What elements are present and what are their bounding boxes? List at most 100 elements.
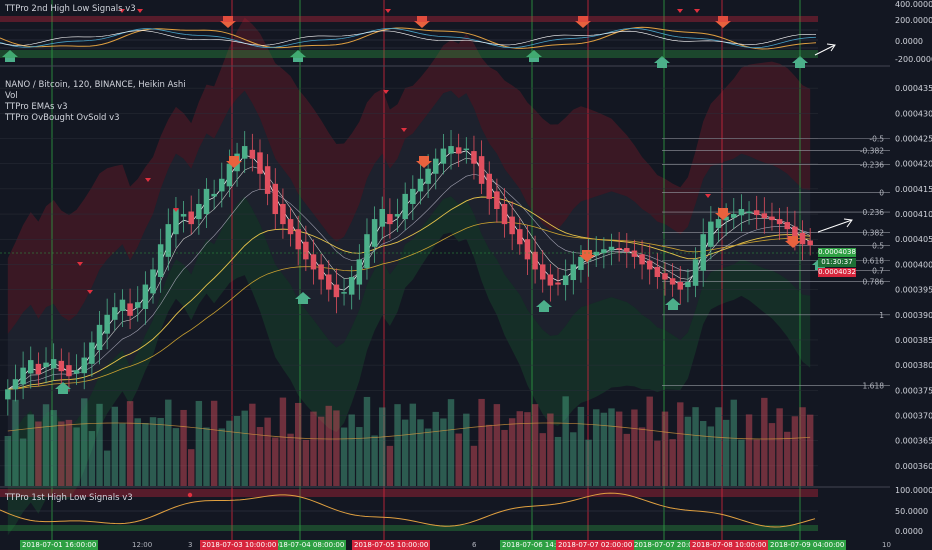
candle-body <box>440 148 447 164</box>
volume-bar <box>654 440 661 486</box>
candle-body <box>264 166 271 194</box>
candle-body <box>180 214 187 217</box>
candle-body <box>578 256 584 270</box>
time-tag-green: 2018-07-06 14:00:00 <box>500 540 579 550</box>
bottom-oscillator-line <box>0 492 816 528</box>
volume-bar <box>317 416 325 486</box>
volume-bar <box>784 431 791 486</box>
study-emas[interactable]: TTPro EMAs v3 <box>5 102 68 112</box>
candle-body <box>624 248 630 252</box>
volume-bar <box>386 445 394 486</box>
volume-bar <box>692 407 699 486</box>
overbought-band <box>7 17 811 334</box>
top-axis-label: 0.0000 <box>895 37 923 46</box>
volume-bar <box>432 411 439 486</box>
volume-bar <box>707 426 715 486</box>
volume-bar <box>96 403 103 486</box>
small-down-marker-icon <box>173 208 179 212</box>
candle-body <box>761 213 768 219</box>
candle-body <box>371 219 378 247</box>
volume-bar <box>417 419 424 486</box>
volume-bar <box>791 416 799 486</box>
candle-body <box>89 342 95 364</box>
ema-line <box>7 221 811 390</box>
candle-body <box>257 152 263 174</box>
study-ovbought[interactable]: TTPro OvBought OvSold v3 <box>5 113 120 123</box>
top-up-arrow-icon <box>792 56 808 68</box>
candle-body <box>96 324 103 351</box>
candle-body <box>700 234 706 271</box>
candle-body <box>35 363 42 375</box>
bottom-indicator-panel[interactable] <box>0 489 818 531</box>
volume-bar <box>554 436 562 486</box>
fib-label: -0.5 <box>869 135 884 144</box>
candle-body <box>326 274 332 290</box>
candle-body <box>746 211 752 214</box>
candle-body <box>402 193 408 220</box>
candle-body <box>12 379 19 390</box>
candle-body <box>425 168 431 184</box>
volume-bar <box>631 409 638 486</box>
volume-bar <box>371 435 378 486</box>
volume-bar <box>279 397 287 486</box>
candle-body <box>524 239 531 260</box>
candle-body <box>784 222 791 230</box>
top-indicator-panel[interactable] <box>0 9 836 58</box>
fib-label: 1 <box>879 311 884 320</box>
volume-bar <box>256 427 264 486</box>
top-up-arrow-icon <box>290 50 306 62</box>
volume-bar <box>401 419 409 486</box>
volume-bar <box>730 399 737 486</box>
up-arrow-icon <box>665 298 681 310</box>
time-axis-label: 3 <box>188 541 193 549</box>
candle-body <box>43 362 49 368</box>
volume-bar <box>463 413 470 486</box>
volume-bar <box>226 420 233 486</box>
candle-body <box>5 389 11 400</box>
volume-bar <box>447 399 455 486</box>
volume-bar <box>501 429 508 486</box>
volume-bar <box>19 438 27 486</box>
fib-label: 0 <box>879 188 884 197</box>
volume-bar <box>272 437 279 486</box>
projection-arrow-head-icon <box>843 218 853 228</box>
top-small-marker-icon <box>694 9 700 13</box>
candlestick-series[interactable] <box>5 129 813 416</box>
volume-bar <box>577 406 585 486</box>
volume-bar <box>287 433 294 486</box>
candle-body <box>211 193 217 197</box>
top-down-arrow-icon <box>715 16 731 28</box>
candle-body <box>776 219 783 225</box>
top-oscillator-line <box>0 26 817 50</box>
fib-label: 0.618 <box>863 256 885 265</box>
volume-bar <box>302 439 310 486</box>
candle-body <box>731 214 737 218</box>
volume-bar <box>73 427 80 486</box>
candle-body <box>142 284 149 309</box>
candle-body <box>769 216 775 221</box>
candle-body <box>249 149 256 159</box>
candle-body <box>723 216 729 221</box>
volume-bar <box>722 419 730 486</box>
candle-body <box>394 214 401 217</box>
candle-body <box>127 303 133 316</box>
volume-bar <box>394 404 401 486</box>
volume-bar <box>493 404 501 486</box>
time-tag-red: 2018-07-05 10:00:00 <box>352 540 431 550</box>
volume-bar <box>615 411 623 486</box>
volume-bar <box>455 433 462 486</box>
bottom-indicator-title: TTPro 1st High Low Signals v3 <box>5 493 133 503</box>
neutral-band <box>7 90 811 440</box>
study-vol[interactable]: Vol <box>5 91 18 101</box>
volume-bar <box>12 399 19 486</box>
bottom-ob-zone <box>0 489 818 497</box>
bottom-axis-label: 0.0000 <box>895 527 923 536</box>
